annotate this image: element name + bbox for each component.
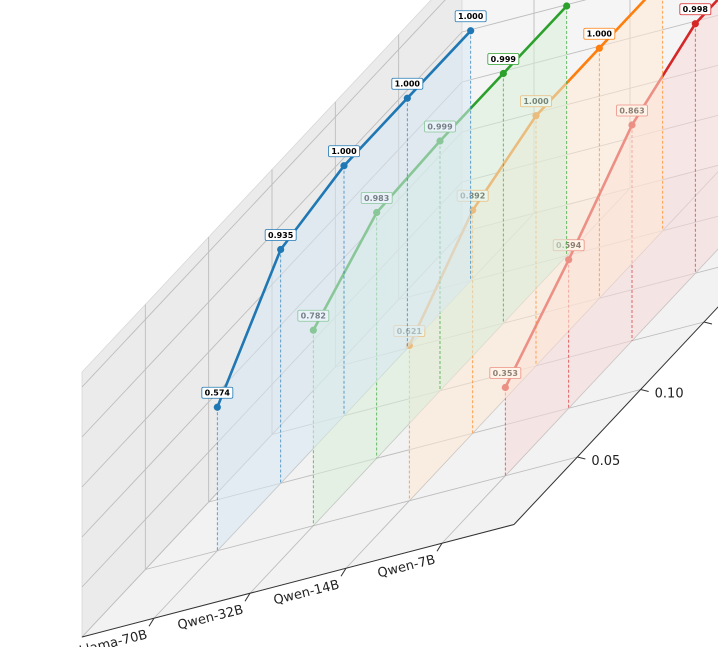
data-point (563, 2, 571, 10)
model-tick (244, 592, 251, 602)
model-tick (148, 617, 155, 627)
data-label: 0.574 (205, 389, 231, 398)
data-label: 0.999 (491, 55, 517, 64)
data-label: 1.000 (395, 80, 421, 89)
data-label-box (391, 77, 424, 90)
data-label-box (454, 10, 487, 23)
alpha-tick (640, 389, 649, 392)
data-label: 1.000 (587, 30, 613, 39)
data-point (691, 20, 699, 28)
data-label-box (583, 27, 616, 40)
data-label: 0.935 (268, 231, 294, 240)
data-label: 1.000 (331, 147, 357, 156)
data-label-box (264, 229, 297, 241)
alpha-tick (703, 321, 713, 325)
data-label-box (487, 53, 520, 65)
alpha-tick (577, 456, 586, 460)
alpha-tick-label: 0.10 (655, 387, 684, 402)
alpha-tick-label: 0.05 (591, 454, 620, 469)
data-point (403, 94, 411, 102)
data-point (467, 27, 475, 35)
data-label-box (328, 145, 360, 158)
data-label-box (679, 3, 712, 16)
model-tick (340, 567, 347, 577)
data-point (340, 162, 348, 170)
back-grid-line (461, 0, 587, 33)
data-point (213, 403, 221, 411)
series-llama-70b: 0.574 0.935 1.000 1.000 1.000 (201, 10, 487, 551)
data-label: 0.998 (683, 5, 709, 14)
data-point (277, 245, 285, 254)
data-point (499, 69, 507, 78)
series-layer: 0.3530.5940.8630.9980.9990.6210.8921.000… (201, 0, 718, 551)
axes (81, 306, 718, 638)
left-grid-line (81, 0, 446, 388)
data-label: 1.000 (458, 12, 484, 21)
data-label-box (201, 386, 234, 399)
model-tick (436, 542, 443, 552)
data-point (595, 44, 603, 52)
